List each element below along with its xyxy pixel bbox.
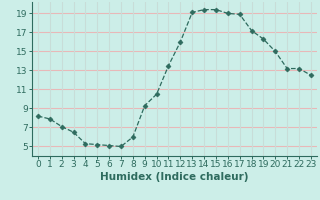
X-axis label: Humidex (Indice chaleur): Humidex (Indice chaleur) — [100, 172, 249, 182]
